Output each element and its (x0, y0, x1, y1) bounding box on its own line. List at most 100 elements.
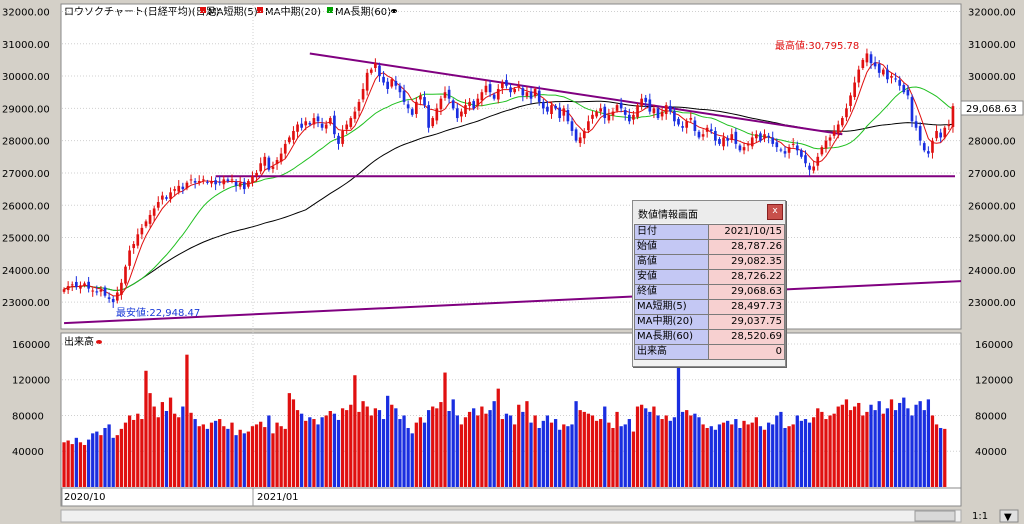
candle-body (251, 176, 254, 183)
volume-bar (783, 427, 787, 487)
volume-bar (267, 415, 271, 487)
candle-body (804, 155, 807, 164)
candle-body (714, 130, 717, 141)
volume-bar (906, 408, 910, 487)
volume-bar (537, 427, 541, 487)
candle-body (587, 121, 590, 131)
candle-body (185, 182, 189, 189)
candle-body (435, 108, 439, 121)
volume-bar (566, 426, 570, 487)
volume-bar (324, 415, 328, 487)
info-panel[interactable]: 数値情報画面 x 日付 2021/10/15 始値 28,787.26 高値 29,0… (632, 200, 786, 367)
volume-bar (943, 428, 947, 487)
volume-bar (893, 410, 898, 487)
volume-bar (275, 422, 279, 487)
legend-short: MA短期(5) (208, 5, 258, 18)
candle-body (935, 130, 938, 139)
volume-bar (136, 413, 140, 487)
candle-body (337, 135, 340, 144)
volume-bar (939, 427, 943, 487)
candle-body (197, 181, 201, 183)
volume-bar (726, 420, 730, 487)
close-icon[interactable]: x (767, 204, 783, 220)
volume-bar (173, 413, 177, 487)
price-tick-right: 28000.00 (968, 137, 1016, 148)
candle-body (161, 195, 164, 200)
candle-body (120, 282, 123, 295)
volume-bar (283, 428, 287, 487)
volume-bar (787, 426, 791, 487)
volume-bar (103, 427, 107, 487)
volume-bar (386, 395, 390, 487)
info-panel-header[interactable]: 数値情報画面 x (633, 201, 785, 223)
candle-body (242, 181, 246, 190)
volume-bar (185, 354, 189, 487)
candle-body (750, 137, 754, 147)
candle-body (124, 266, 127, 284)
price-tick-left: 24000.00 (2, 266, 50, 277)
candle-body (767, 135, 770, 138)
candle-body (816, 156, 820, 166)
candle-body (730, 134, 734, 140)
volume-bar (705, 427, 709, 487)
candle-body (693, 120, 697, 131)
volume-bar (885, 408, 890, 487)
candle-body (201, 179, 205, 181)
candle-body (738, 145, 742, 151)
volume-bar (463, 417, 468, 487)
volume-bar (254, 424, 259, 487)
volume-bar (680, 411, 685, 487)
volume-bar (861, 415, 865, 487)
zoom-label[interactable]: 1:1 (972, 511, 988, 522)
volume-bar (201, 424, 205, 487)
volume-bar (156, 417, 160, 487)
volume-bar (410, 433, 414, 487)
volume-bar (287, 393, 291, 487)
candle-body (357, 101, 361, 111)
candle-body (791, 143, 795, 145)
volume-bar (218, 419, 222, 487)
candle-body (632, 114, 635, 120)
price-tick-right: 32000.00 (968, 7, 1016, 18)
candle-body (378, 65, 381, 77)
candle-body (734, 131, 738, 144)
volume-tick-right: 40000 (975, 447, 1007, 458)
chart-title: ロウソクチャート(日経平均)(日足) (64, 5, 220, 18)
price-tick-left: 28000.00 (2, 137, 50, 148)
candle-body (828, 137, 832, 141)
volume-bar (332, 413, 337, 487)
volume-bar (209, 422, 214, 487)
volume-bar (549, 422, 554, 487)
volume-bar (541, 420, 545, 487)
legend-swatch-mid (257, 7, 263, 13)
candle-body (218, 181, 222, 183)
candle-body (91, 290, 95, 292)
volume-bar (144, 370, 148, 487)
horizontal-scrollbar[interactable] (60, 509, 962, 523)
candle-body (70, 284, 74, 286)
candle-body (906, 89, 910, 96)
volume-bar (902, 397, 906, 487)
candle-body (275, 160, 279, 165)
volume-bar (615, 411, 619, 487)
candle-body (537, 90, 541, 102)
zoom-button[interactable] (999, 509, 1019, 523)
volume-bar (701, 424, 705, 487)
candle-body (222, 179, 226, 185)
candle-body (886, 69, 889, 80)
volume-bar (574, 401, 578, 487)
candle-body (292, 130, 295, 140)
volume-bar (660, 419, 664, 487)
volume-bar (586, 413, 591, 487)
volume-bar (127, 415, 132, 487)
candle-body (865, 53, 869, 63)
volume-bar (717, 424, 722, 487)
volume-bar (271, 433, 275, 487)
volume-bar (484, 413, 488, 487)
zoom-dropdown-icon[interactable]: ▼ (1004, 512, 1012, 523)
volume-bar (82, 444, 87, 487)
price-tick-left: 25000.00 (2, 234, 50, 245)
volume-bar (107, 424, 111, 487)
scrollbar-thumb[interactable] (914, 510, 956, 522)
volume-bar (644, 408, 648, 487)
